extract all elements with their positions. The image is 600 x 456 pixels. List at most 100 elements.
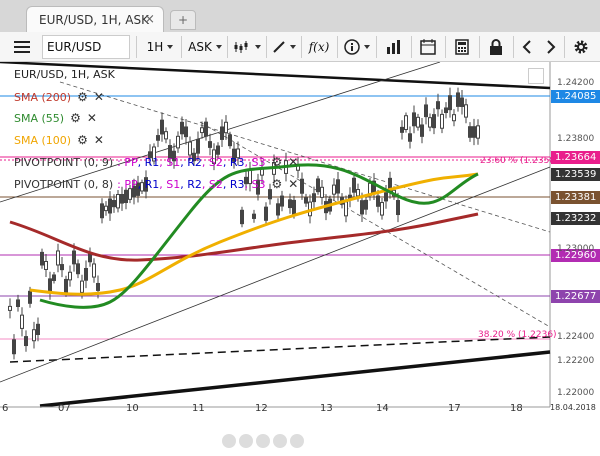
fib-label-236: 23.60 % (1.2358) — [480, 156, 559, 166]
back-arrow-icon[interactable] — [516, 35, 538, 59]
zoom-in-icon[interactable] — [239, 434, 253, 448]
candle-body — [84, 267, 88, 281]
expand-icon[interactable] — [528, 68, 544, 84]
channel-dashed-1 — [59, 81, 551, 233]
candle-body — [412, 112, 416, 127]
gear-icon[interactable]: ⚙ — [271, 155, 283, 169]
x-tick-label: 07 — [58, 403, 71, 414]
candle-body — [292, 199, 296, 215]
chart-tab[interactable]: EUR/USD, 1H, ASK × — [26, 6, 164, 32]
y-tick-label: 1.22200 — [557, 356, 595, 366]
price-chart[interactable]: 23.60 % (1.2358) 38.20 % (1.2236) — [0, 62, 600, 456]
x-tick-label: 12 — [255, 403, 268, 414]
info-icon[interactable] — [342, 35, 372, 59]
pivot-level-pp: : PP — [117, 155, 138, 169]
indicators-button[interactable]: f(x) — [304, 35, 334, 59]
close-icon[interactable]: ✕ — [288, 177, 299, 191]
y-tick-label: 1.22400 — [557, 332, 595, 342]
candle-body — [24, 336, 28, 347]
x-tick-label: 18 — [510, 403, 523, 414]
candle-body — [344, 201, 348, 217]
pivot-level-pp: : PP — [117, 177, 138, 191]
pivot-level-s3: , S3 — [244, 155, 266, 169]
close-icon[interactable]: ✕ — [93, 133, 104, 147]
menu-icon[interactable] — [8, 35, 36, 59]
close-icon[interactable]: ✕ — [86, 111, 97, 125]
x-tick-label: 10 — [126, 403, 139, 414]
indicator-pivot-8[interactable]: PIVOTPOINT (0, 8) : PP, R1, S1, R2, S2, … — [14, 177, 298, 191]
candle-body — [268, 189, 272, 200]
chart-area[interactable]: 23.60 % (1.2358) 38.20 % (1.2236) EUR/US… — [0, 62, 600, 456]
price-tag: 1.23539 — [551, 168, 600, 181]
indicator-sma-55[interactable]: SMA (55) ⚙ ✕ — [14, 111, 97, 125]
gear-icon[interactable]: ⚙ — [77, 133, 88, 147]
pivot-8-label: PIVOTPOINT (0, 8) — [14, 177, 114, 191]
candle-body — [192, 152, 196, 162]
forward-arrow-icon[interactable] — [540, 35, 562, 59]
symbol-selector[interactable]: EUR/USD — [42, 35, 130, 59]
candle-body — [452, 114, 456, 122]
pivot-9-label: PIVOTPOINT (0, 9) — [14, 155, 114, 169]
candle-body — [280, 195, 284, 207]
close-icon[interactable]: ✕ — [93, 90, 104, 104]
candle-body — [56, 250, 60, 266]
scroll-right-icon[interactable] — [273, 434, 287, 448]
candle-body — [16, 299, 20, 308]
candle-body — [116, 193, 120, 209]
zoom-out-icon[interactable] — [222, 434, 236, 448]
candle-body — [424, 104, 428, 118]
pivot-level-r1: , R1 — [137, 177, 160, 191]
close-icon[interactable]: ✕ — [288, 155, 299, 169]
reset-zoom-icon[interactable] — [290, 434, 304, 448]
price-tag: 1.23381 — [551, 191, 600, 204]
pivot-level-r3: , R3 — [222, 155, 245, 169]
candle-body — [264, 206, 268, 221]
add-tab-button[interactable]: + — [170, 10, 196, 30]
candle-body — [204, 121, 208, 137]
gear-icon[interactable] — [568, 35, 594, 59]
tab-bar: EUR/USD, 1H, ASK × + — [0, 0, 600, 32]
candle-body — [384, 192, 388, 202]
tab-close-icon[interactable]: × — [144, 12, 155, 27]
lock-icon[interactable] — [482, 35, 510, 59]
candle-body — [244, 176, 248, 185]
candle-body — [232, 148, 236, 162]
candle-body — [440, 113, 444, 129]
calculator-icon[interactable] — [448, 35, 476, 59]
x-tick-label: 13 — [320, 403, 333, 414]
calendar-icon[interactable] — [414, 35, 442, 59]
indicator-sma-100[interactable]: SMA (100) ⚙ ✕ — [14, 133, 104, 147]
bar-chart-icon[interactable] — [380, 35, 408, 59]
chart-type-icon[interactable] — [232, 35, 262, 59]
fx-label: f(x) — [308, 40, 330, 54]
candle-body — [416, 116, 420, 128]
x-tick-label: 18.04.2018 — [550, 403, 596, 412]
x-tick-label: 6 — [2, 403, 9, 414]
candle-body — [136, 182, 140, 196]
gear-icon[interactable]: ⚙ — [70, 111, 81, 125]
pivot-level-s2: , S2 — [201, 155, 223, 169]
candle-body — [36, 323, 40, 335]
interval-selector[interactable]: 1H — [142, 35, 178, 59]
scroll-left-icon[interactable] — [256, 434, 270, 448]
price-side-selector[interactable]: ASK — [186, 35, 224, 59]
candle-body — [148, 151, 152, 159]
indicator-sma-200[interactable]: SMA (200) ⚙ ✕ — [14, 90, 104, 104]
candle-body — [112, 200, 116, 208]
candle-body — [228, 134, 232, 147]
candle-body — [164, 131, 168, 140]
candle-body — [408, 133, 412, 142]
y-tick-label: 1.22000 — [557, 388, 595, 398]
gear-icon[interactable]: ⚙ — [77, 90, 88, 104]
interval-label: 1H — [146, 40, 164, 54]
sma-55-line — [39, 163, 479, 309]
price-tag: 1.23232 — [551, 212, 600, 225]
candle-body — [200, 127, 204, 134]
draw-tool-icon[interactable] — [270, 35, 298, 59]
trendline-top — [0, 62, 551, 90]
candle-body — [52, 274, 56, 281]
gear-icon[interactable]: ⚙ — [271, 177, 283, 191]
zoom-controls[interactable] — [222, 434, 304, 448]
candle-body — [44, 260, 48, 270]
indicator-pivot-9[interactable]: PIVOTPOINT (0, 9) : PP, R1, S1, R2, S2, … — [14, 155, 298, 169]
